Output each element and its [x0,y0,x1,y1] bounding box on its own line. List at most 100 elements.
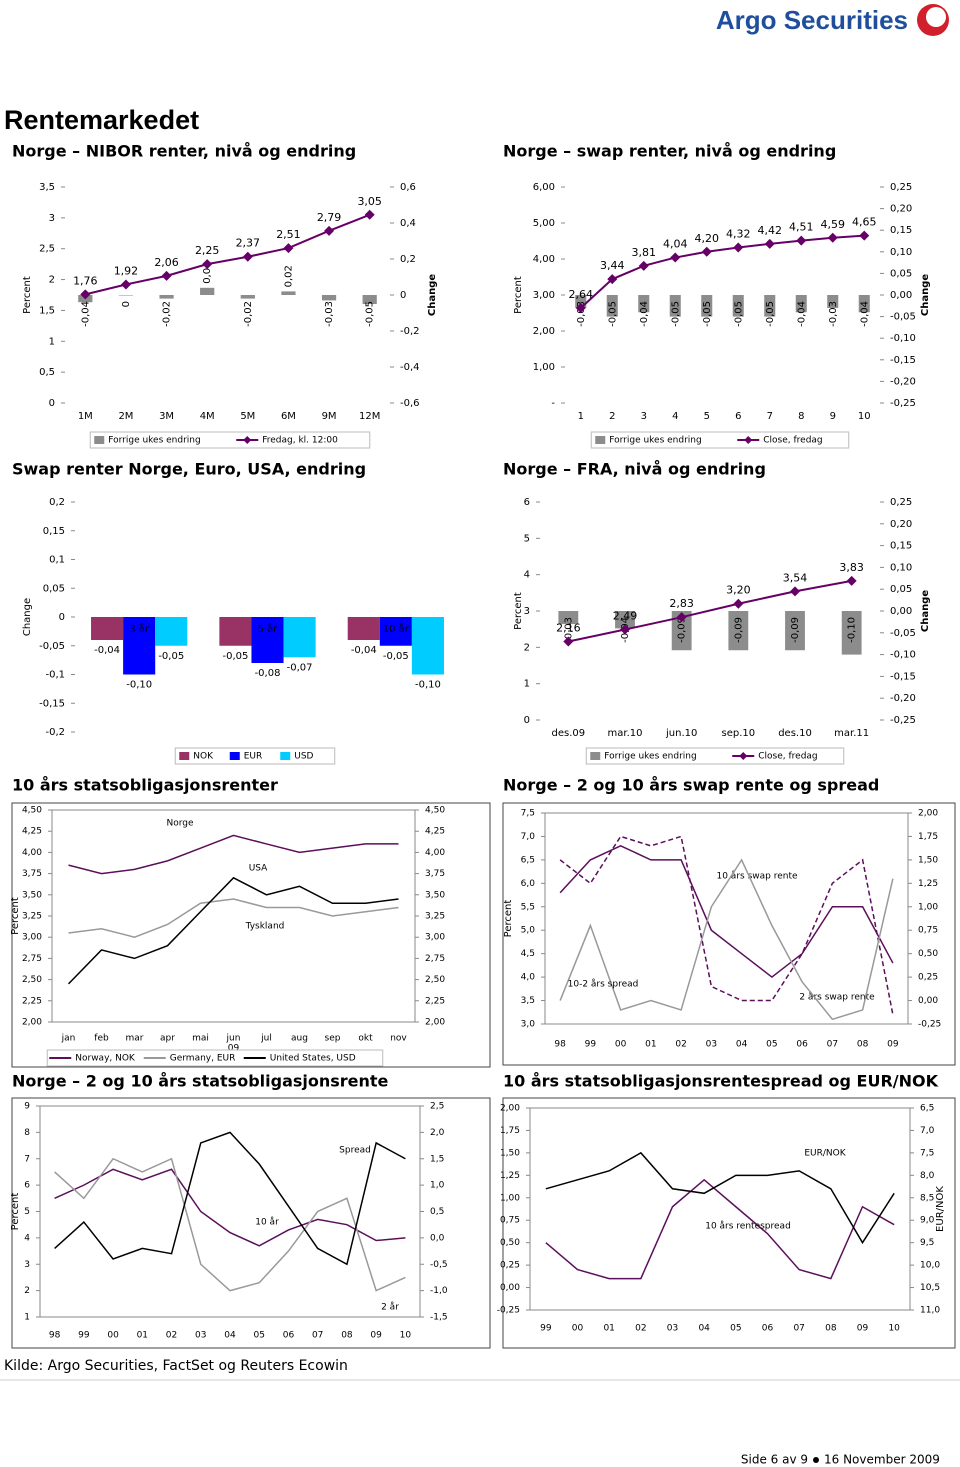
data-label: 4,20 [695,232,720,245]
x-tick-label: 07 [312,1331,323,1341]
x-tick-label: 07 [793,1324,804,1334]
y2-label: Change [920,590,931,632]
y2-tick-label: 1,00 [918,902,938,912]
x-tick-label: jun [226,1034,241,1044]
legend-swatch [229,752,240,760]
y-tick-label: 5,5 [521,902,535,912]
y2-tick-label: 2,50 [425,975,445,985]
series-label: 10 års swap rente [716,871,797,882]
y-tick-label: 0,50 [500,1238,520,1248]
data-label: -0,05 [702,301,713,327]
annotation: Tyskland [245,922,285,932]
data-label: -0,09 [790,617,801,643]
y2-tick-label: -0,10 [890,650,916,661]
y-tick-label: 1,00 [500,1193,520,1203]
data-label: -0,04 [639,301,650,327]
x-tick-label: 09 [370,1331,382,1341]
x-tick-label: aug [291,1034,308,1044]
y-tick-label: 2,00 [22,1018,42,1028]
y-tick-label: -0,15 [39,698,65,709]
y-tick-label: 1,00 [533,362,555,373]
plot-area [544,812,909,1025]
line [54,1157,406,1292]
page-title: Rentemarkedet [4,105,199,135]
chart-title: Norge – 2 og 10 års swap rente og spread [503,776,879,795]
bar [240,295,255,299]
x-tick-label: 08 [341,1331,353,1341]
bar [91,617,124,640]
legend-label: Fredag, kl. 12:00 [262,436,338,446]
annotation: Norge [166,819,193,829]
legend-label: EUR [244,752,263,762]
y-tick-label: 9 [24,1102,30,1112]
y-tick-label: 0,25 [500,1261,520,1271]
data-label: 2,83 [669,597,694,610]
y-tick-label: 4,50 [22,806,42,816]
x-tick-label: 02 [166,1331,177,1341]
x-tick-label: mar [126,1034,144,1044]
y-tick-label: 1,25 [500,1171,520,1181]
x-tick-label: 7 [767,411,773,422]
marker [796,235,807,246]
category-label: 5 år [258,622,279,635]
bar [321,295,337,301]
marker [701,246,712,257]
y2-tick-label: 3,00 [425,933,445,943]
y-tick-label: 1,5 [39,305,55,316]
data-label: 2,16 [556,622,581,635]
bar [123,617,156,675]
series-label: 2 års swap rente [799,992,875,1003]
plot-area [39,1105,421,1318]
y2-tick-label: 0,15 [890,225,912,236]
y2-tick-label: 0,00 [918,996,938,1006]
y2-tick-label: 2,0 [430,1128,445,1138]
data-label: 4,32 [726,227,751,240]
legend-swatch [179,752,190,760]
x-tick-label: 05 [730,1324,741,1334]
y-tick-label: 5,0 [521,926,536,936]
y2-tick-label: -0,10 [890,333,916,344]
x-tick-label: 04 [736,1040,748,1050]
data-label: -0,09 [733,617,744,643]
data-label: 2,49 [613,610,638,623]
y-tick-label: 2,00 [500,1104,520,1114]
x-tick-label: 98 [554,1040,566,1050]
legend-label: Forrige ukes endring [108,436,200,446]
y-tick-label: 0,75 [500,1216,520,1226]
x-tick-label: mar.11 [834,728,869,739]
y-tick-label: 6,0 [521,879,536,889]
y-tick-label: -0,2 [45,727,65,738]
x-tick-label: 04 [698,1324,710,1334]
bar [200,287,215,295]
line [559,844,894,979]
y2-tick-label: 7,0 [920,1126,935,1136]
x-tick-label: 06 [283,1331,295,1341]
y-tick-label: 3,5 [39,182,55,193]
y-tick-label: 5,00 [533,218,555,229]
y-tick-label: 4,00 [22,848,42,858]
y2-tick-label: 0,05 [890,584,912,595]
bar [841,611,862,655]
y2-tick-label: -0,2 [400,326,420,337]
bar [155,617,188,646]
page-number: Side 6 av 9 [741,1453,808,1467]
y-tick-label: 2,50 [22,975,42,985]
data-label: 3,05 [357,195,382,208]
x-tick-label: 4M [200,411,215,422]
data-label: -0,05 [383,651,409,662]
line [568,579,852,643]
category-label: 3 år [129,622,150,635]
y2-label: EUR/NOK [935,1186,946,1232]
chart-title: Norge – 2 og 10 års statsobligasjonsrent… [12,1072,389,1091]
legend-label: Close, fredag [758,752,817,762]
data-label: 0 [121,301,132,307]
marker [827,232,838,243]
y2-tick-label: 0,6 [400,182,416,193]
y2-tick-label: -0,25 [918,1020,941,1030]
y2-tick-label: 0,25 [890,497,912,508]
x-tick-label: 05 [254,1331,265,1341]
line [545,1151,895,1245]
legend-swatch [94,436,105,444]
data-label: 3,44 [600,259,625,272]
chart-title: Norge – NIBOR renter, nivå og endring [12,142,356,161]
